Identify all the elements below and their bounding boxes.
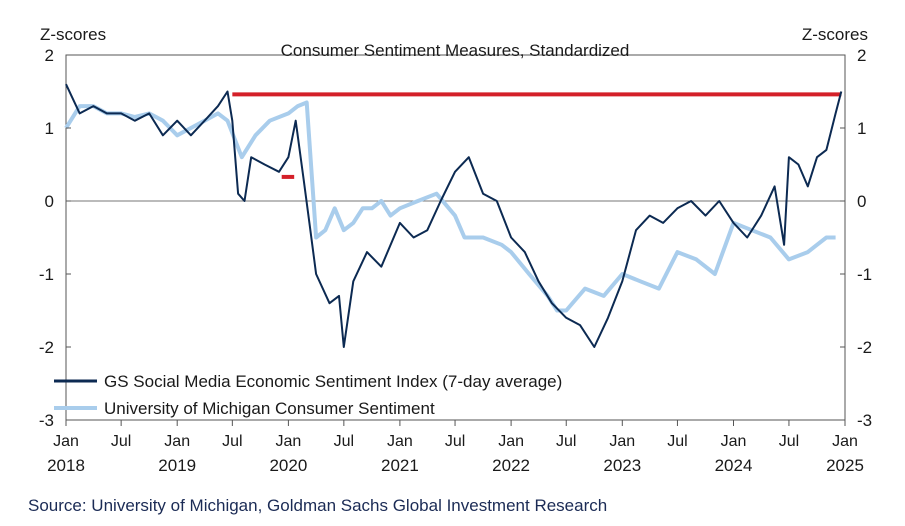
x-tick-year-label: 2025 xyxy=(826,456,864,475)
x-tick-label: Jul xyxy=(667,433,687,450)
y-tick-label-right: -3 xyxy=(857,411,872,430)
sentiment-chart: -3 -3 -2 -2 -1 -1 0 0 1 1 2 2 Jan 2018 Jul Jan 2019 Jul Ja… xyxy=(39,25,872,475)
x-tick-label: Jul xyxy=(222,433,242,450)
x-tick-label: Jan xyxy=(609,433,635,450)
y-axis-left-label: Z-scores xyxy=(40,25,106,44)
legend-label-umich: University of Michigan Consumer Sentimen… xyxy=(104,399,435,418)
source-note: Source: University of Michigan, Goldman … xyxy=(28,496,608,515)
legend-label-gs: GS Social Media Economic Sentiment Index… xyxy=(104,372,562,391)
y-tick-label-right: 0 xyxy=(857,192,866,211)
y-tick-label-right: 2 xyxy=(857,46,866,65)
x-tick-label: Jul xyxy=(556,433,576,450)
x-tick-year-label: 2023 xyxy=(603,456,641,475)
x-tick-year-label: 2020 xyxy=(269,456,307,475)
x-tick-year-label: 2021 xyxy=(381,456,419,475)
x-tick-label: Jan xyxy=(498,433,524,450)
series-line-umich xyxy=(64,100,836,313)
x-tick-label: Jan xyxy=(53,433,79,450)
x-tick-label: Jul xyxy=(334,433,354,450)
chart-title: Consumer Sentiment Measures, Standardize… xyxy=(281,41,630,60)
x-tick-year-label: 2024 xyxy=(715,456,753,475)
x-tick-label: Jul xyxy=(445,433,465,450)
y-tick-label-left: 1 xyxy=(45,119,54,138)
y-tick-label-right: -1 xyxy=(857,265,872,284)
x-tick-label: Jan xyxy=(387,433,413,450)
series-line-gs xyxy=(65,83,843,348)
x-tick-label: Jul xyxy=(111,433,131,450)
y-axis-right-label: Z-scores xyxy=(802,25,868,44)
x-tick-year-label: 2022 xyxy=(492,456,530,475)
y-tick-label-left: 0 xyxy=(45,192,54,211)
y-tick-label-right: -2 xyxy=(857,338,872,357)
x-tick-year-label: 2018 xyxy=(47,456,85,475)
x-tick-label: Jul xyxy=(779,433,799,450)
legend: GS Social Media Economic Sentiment Index… xyxy=(54,372,562,418)
x-tick-label: Jan xyxy=(275,433,301,450)
x-tick-label: Jan xyxy=(164,433,190,450)
y-tick-label-left: -3 xyxy=(39,411,54,430)
x-tick-label: Jan xyxy=(832,433,858,450)
y-tick-label-left: 2 xyxy=(45,46,54,65)
y-tick-label-left: -1 xyxy=(39,265,54,284)
x-tick-label: Jan xyxy=(721,433,747,450)
y-tick-label-right: 1 xyxy=(857,119,866,138)
x-tick-year-label: 2019 xyxy=(158,456,196,475)
y-tick-label-left: -2 xyxy=(39,338,54,357)
